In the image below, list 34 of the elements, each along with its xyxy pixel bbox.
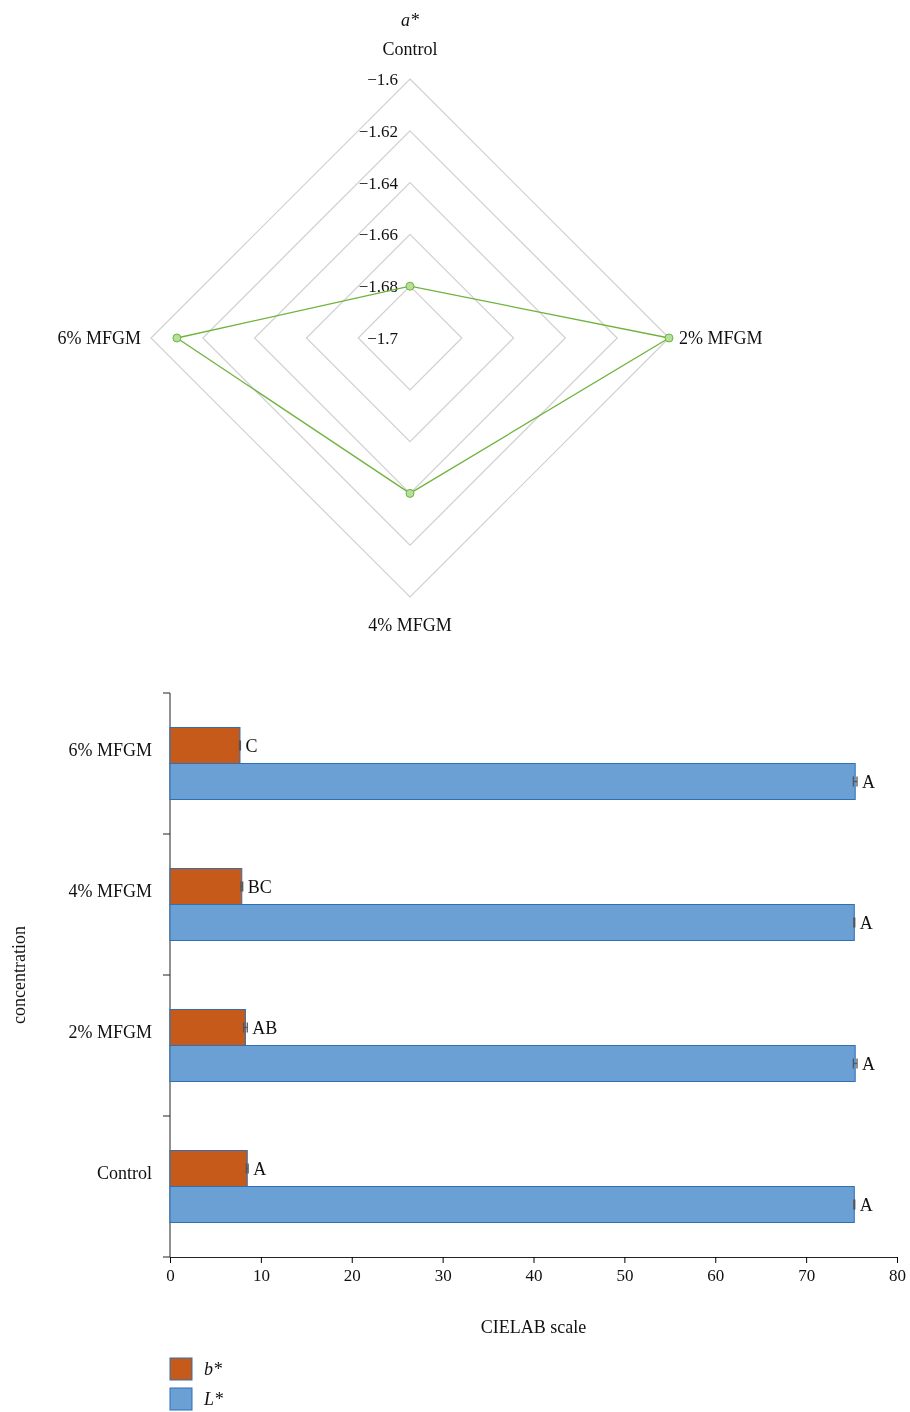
x-tick-label: 70 xyxy=(798,1266,816,1286)
data-label: A xyxy=(862,1053,876,1074)
chart-title: a* xyxy=(401,10,419,30)
x-tick-label: 80 xyxy=(889,1266,906,1286)
x-tick-label: 60 xyxy=(707,1266,725,1286)
data-label: AB xyxy=(252,1017,278,1038)
y-tick-label: 4% MFGM xyxy=(68,880,152,901)
data-label: A xyxy=(859,912,873,933)
y-tick-label: −1.6 xyxy=(367,70,398,89)
y-tick-label: 2% MFGM xyxy=(68,1021,152,1042)
y-tick-label: −1.68 xyxy=(358,277,398,297)
data-label: BC xyxy=(247,876,272,897)
y-tick-label: −1.62 xyxy=(358,121,398,141)
x-axis-title: CIELAB scale xyxy=(480,1317,587,1337)
y-tick-label: −1.7 xyxy=(367,329,399,348)
data-label: A xyxy=(862,771,876,792)
legend-label: b* xyxy=(204,1359,222,1379)
y-tick-label: 6% MFGM xyxy=(68,739,152,760)
data-label: A xyxy=(859,1194,873,1215)
spoke-label: Control xyxy=(382,39,438,59)
x-tick-label: 0 xyxy=(166,1266,175,1286)
data-label: A xyxy=(253,1158,267,1179)
y-tick-label: −1.66 xyxy=(358,225,398,245)
y-tick-label: Control xyxy=(96,1162,152,1183)
spoke-label: 2% MFGM xyxy=(679,328,763,348)
x-tick-label: 20 xyxy=(343,1266,361,1286)
y-axis-title: concentration xyxy=(9,926,29,1024)
x-tick-label: 40 xyxy=(525,1266,543,1286)
y-tick-label: −1.64 xyxy=(358,173,399,193)
x-tick-label: 30 xyxy=(434,1266,452,1286)
legend-label: L* xyxy=(203,1389,224,1409)
data-label: C xyxy=(245,735,258,756)
x-tick-label: 50 xyxy=(616,1266,634,1286)
x-tick-label: 10 xyxy=(252,1266,270,1286)
